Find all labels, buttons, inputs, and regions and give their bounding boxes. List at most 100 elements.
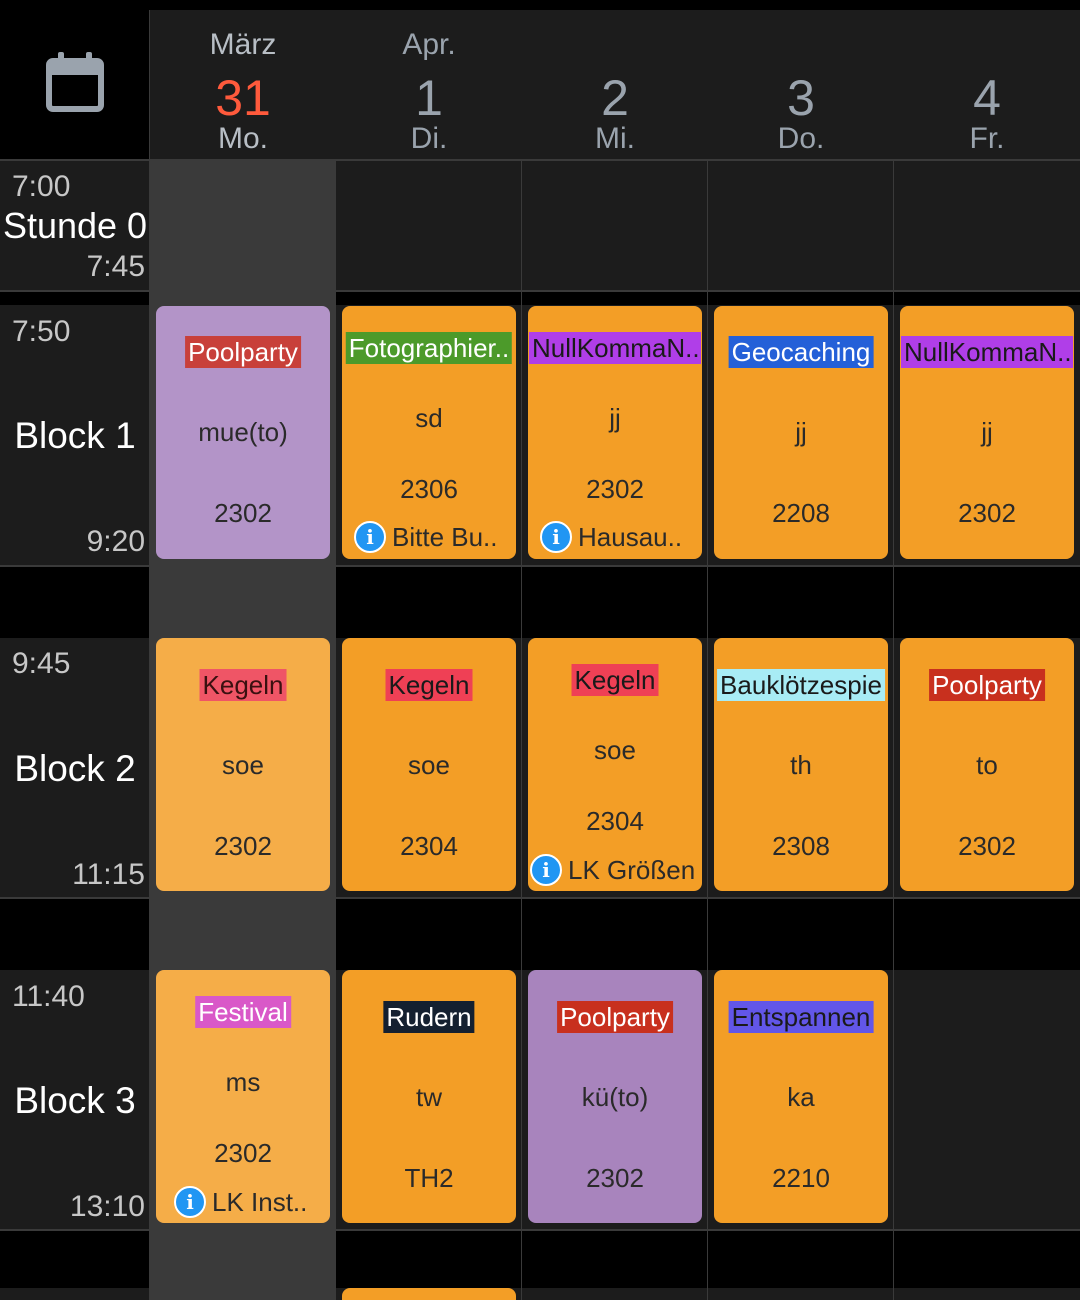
day-weekday: Mi.: [595, 122, 635, 155]
lesson-subject: Poolparty: [557, 1001, 673, 1033]
lesson-card[interactable]: Festival ms 2302 i LK Inst..: [156, 970, 330, 1223]
lesson-card[interactable]: Kegeln soe 2304: [342, 638, 516, 891]
grid-line: [149, 10, 150, 160]
info-icon: i: [174, 1186, 206, 1218]
grid-line: [707, 160, 708, 1300]
lesson-room: 2302: [214, 1138, 272, 1168]
grid-line: [335, 160, 336, 1300]
lesson-card[interactable]: Poolparty mue(to) 2302: [156, 306, 330, 559]
grid-line: [0, 565, 1080, 567]
lesson-info: i LK Größen: [530, 854, 695, 886]
period-start-time: 7:50: [12, 315, 71, 348]
day-header-wednesday[interactable]: 2 Mi.: [522, 10, 708, 160]
period-end-time: 9:20: [86, 525, 145, 558]
lesson-teacher: mue(to): [198, 417, 288, 447]
lesson-subject: Poolparty: [929, 669, 1045, 701]
lesson-info-text: Bitte Bu..: [392, 521, 498, 552]
info-icon: i: [540, 521, 572, 553]
lesson-card[interactable]: Poolparty to 2302: [900, 638, 1074, 891]
lesson-subject: Kegeln: [385, 669, 473, 701]
period-name: Block 2: [14, 748, 136, 789]
day-number: 1: [415, 70, 443, 126]
lesson-teacher: ms: [225, 1067, 261, 1097]
day-number: 2: [601, 70, 629, 126]
lesson-teacher: jj: [795, 417, 807, 447]
grid-line: [521, 160, 522, 1300]
period-name: Block 3: [14, 1080, 136, 1121]
lesson-card[interactable]: Kegeln soe 2304 i LK Größen: [528, 638, 702, 891]
day-header-friday[interactable]: 4 Fr.: [894, 10, 1080, 160]
lesson-teacher: jj: [981, 417, 993, 447]
lesson-room: 2302: [586, 1163, 644, 1193]
period-start-time: 9:45: [12, 647, 71, 680]
day-month: März: [209, 28, 277, 61]
day-month: Apr.: [402, 28, 456, 61]
lesson-room: 2302: [958, 498, 1016, 528]
lesson-room: 2208: [772, 498, 830, 528]
lesson-card[interactable]: Bauklötzespie th 2308: [714, 638, 888, 891]
lesson-card[interactable]: NullKommaN.. jj 2302 i Hausau..: [528, 306, 702, 559]
lesson-card[interactable]: Fotographier.. sd 2306 i Bitte Bu..: [342, 306, 516, 559]
lesson-teacher: jj: [609, 403, 621, 433]
lesson-info-text: LK Inst..: [212, 1186, 308, 1217]
period-name: Stunde 0: [2, 205, 148, 246]
lesson-subject: Bauklötzespie: [717, 669, 885, 701]
lesson-room: 2302: [958, 831, 1016, 861]
day-header-monday[interactable]: März 31 Mo.: [150, 10, 336, 160]
lesson-teacher: th: [790, 750, 812, 780]
lesson-card[interactable]: Geocaching jj 2208: [714, 306, 888, 559]
lesson-info-text: Hausau..: [578, 521, 683, 552]
day-number: 4: [973, 70, 1001, 126]
info-icon: i: [354, 521, 386, 553]
lesson-subject: Geocaching: [728, 336, 874, 368]
lesson-info-text: LK Größen: [568, 854, 696, 885]
lesson-subject: Rudern: [383, 1001, 475, 1033]
grid-line: [0, 897, 1080, 899]
lesson-teacher: soe: [222, 750, 264, 780]
calendar-icon[interactable]: [46, 52, 104, 112]
lesson-teacher: to: [976, 750, 998, 780]
lesson-subject: Kegeln: [199, 669, 287, 701]
day-header-thursday[interactable]: 3 Do.: [708, 10, 894, 160]
lesson-teacher: tw: [416, 1082, 442, 1112]
grid-line: [149, 160, 150, 1300]
lesson-info: i Bitte Bu..: [354, 521, 498, 553]
lesson-teacher: sd: [415, 403, 443, 433]
info-icon: i: [530, 854, 562, 886]
lesson-subject: Fotographier..: [345, 332, 513, 364]
period-end-time: 13:10: [69, 1190, 145, 1223]
period-start-time: 11:40: [12, 980, 85, 1013]
lesson-info: i LK Inst..: [174, 1186, 307, 1218]
lesson-room: 2304: [400, 831, 458, 861]
lesson-card[interactable]: Poolparty kü(to) 2302: [528, 970, 702, 1223]
lesson-card-partial[interactable]: [342, 1288, 516, 1300]
period-name: Block 1: [14, 415, 136, 456]
day-number: 3: [787, 70, 815, 126]
grid-line: [0, 1229, 1080, 1231]
grid-line: [893, 160, 894, 1300]
period-end-time: 11:15: [72, 858, 145, 891]
lesson-subject: Poolparty: [185, 336, 301, 368]
lesson-room: 2210: [772, 1163, 830, 1193]
lesson-room: 2306: [400, 474, 458, 504]
day-weekday: Fr.: [969, 122, 1005, 155]
lesson-room: 2302: [214, 831, 272, 861]
lesson-card[interactable]: Entspannen ka 2210: [714, 970, 888, 1223]
lesson-teacher: soe: [594, 735, 636, 765]
lesson-card[interactable]: Rudern tw TH2: [342, 970, 516, 1223]
lesson-room: 2302: [214, 498, 272, 528]
grid-line: [0, 159, 1080, 161]
lesson-subject: Entspannen: [728, 1001, 874, 1033]
lesson-card[interactable]: Kegeln soe 2302: [156, 638, 330, 891]
lesson-room: TH2: [404, 1163, 454, 1193]
day-weekday: Do.: [777, 122, 825, 155]
lesson-subject: NullKommaN..: [901, 336, 1073, 368]
day-number: 31: [215, 70, 271, 126]
day-header-tuesday[interactable]: Apr. 1 Di.: [336, 10, 522, 160]
lesson-info: i Hausau..: [540, 521, 682, 553]
lesson-room: 2308: [772, 831, 830, 861]
lesson-subject: Kegeln: [571, 664, 659, 696]
grid-line: [0, 290, 1080, 292]
lesson-room: 2302: [586, 474, 644, 504]
lesson-card[interactable]: NullKommaN.. jj 2302: [900, 306, 1074, 559]
